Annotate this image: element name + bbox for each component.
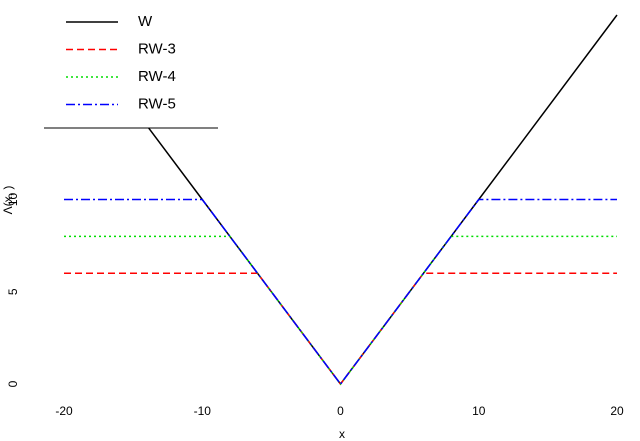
x-tick-label: 10 (472, 404, 486, 418)
x-tick-label: -20 (55, 404, 73, 418)
line-series (64, 272, 617, 386)
legend-label: RW-3 (138, 40, 176, 57)
y-axis-title: Λ(x, ) (1, 186, 15, 215)
x-axis-title: x (339, 427, 345, 441)
legend-label: W (138, 13, 153, 30)
x-tick-label: -10 (194, 404, 212, 418)
legend-label: RW-5 (138, 95, 176, 112)
y-tick-label: 5 (6, 288, 20, 295)
y-tick-label: 0 (6, 380, 20, 387)
legend-label: RW-4 (138, 68, 176, 85)
line-series (64, 235, 617, 386)
line-series (64, 198, 617, 386)
x-tick-label: 20 (610, 404, 624, 418)
x-tick-label: 0 (337, 404, 344, 418)
legend-box (0, 0, 218, 128)
legend: W RW-3 RW-4 RW-5 (0, 0, 218, 129)
y-tick-label: 10 (6, 193, 20, 207)
